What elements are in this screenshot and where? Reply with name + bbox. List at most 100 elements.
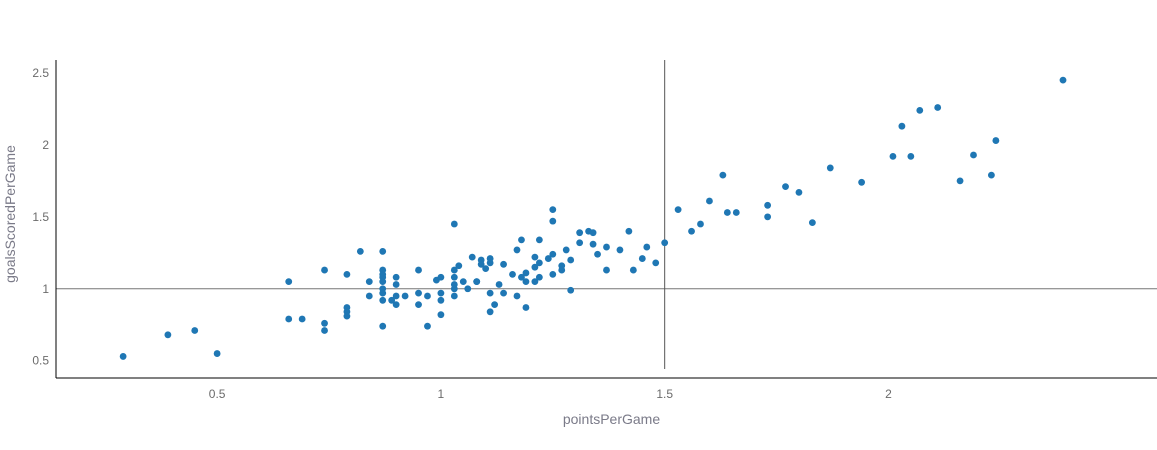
data-point bbox=[482, 265, 489, 272]
data-point bbox=[536, 274, 543, 281]
data-point bbox=[321, 327, 328, 334]
data-point bbox=[567, 287, 574, 294]
data-point bbox=[379, 278, 386, 285]
data-point bbox=[576, 239, 583, 246]
data-point bbox=[473, 278, 480, 285]
data-point bbox=[514, 293, 521, 300]
y-tick-label: 2 bbox=[42, 138, 49, 152]
data-point bbox=[491, 301, 498, 308]
x-tick-label: 1.5 bbox=[656, 387, 673, 401]
data-point bbox=[393, 293, 400, 300]
reference-lines bbox=[56, 60, 1157, 369]
data-point bbox=[719, 172, 726, 179]
data-point bbox=[366, 293, 373, 300]
data-point bbox=[661, 239, 668, 246]
data-point bbox=[558, 267, 565, 274]
data-point bbox=[438, 290, 445, 297]
data-point bbox=[796, 189, 803, 196]
data-point bbox=[523, 270, 530, 277]
data-point bbox=[907, 153, 914, 160]
data-point bbox=[764, 202, 771, 209]
data-point bbox=[424, 293, 431, 300]
data-point bbox=[992, 137, 999, 144]
data-point bbox=[487, 259, 494, 266]
data-point bbox=[285, 316, 292, 323]
data-point bbox=[379, 297, 386, 304]
data-point bbox=[549, 218, 556, 225]
data-point bbox=[549, 251, 556, 258]
data-point bbox=[487, 308, 494, 315]
data-point bbox=[549, 206, 556, 213]
data-point bbox=[451, 274, 458, 281]
data-point bbox=[724, 209, 731, 216]
data-point bbox=[455, 262, 462, 269]
data-point bbox=[415, 290, 422, 297]
data-point bbox=[366, 278, 373, 285]
data-point bbox=[1060, 77, 1067, 84]
data-point bbox=[630, 267, 637, 274]
data-point bbox=[827, 165, 834, 172]
data-point bbox=[285, 278, 292, 285]
data-point bbox=[379, 290, 386, 297]
data-point bbox=[191, 327, 198, 334]
data-point bbox=[567, 257, 574, 264]
data-point bbox=[518, 236, 525, 243]
data-point bbox=[509, 271, 516, 278]
x-axis-ticks: 0.5 1 1.5 2 bbox=[209, 387, 892, 401]
data-point bbox=[523, 304, 530, 311]
data-point bbox=[451, 285, 458, 292]
data-point bbox=[782, 183, 789, 190]
data-point bbox=[379, 248, 386, 255]
data-point bbox=[764, 213, 771, 220]
data-point bbox=[393, 281, 400, 288]
data-point bbox=[415, 301, 422, 308]
data-point bbox=[299, 316, 306, 323]
points-layer bbox=[120, 77, 1067, 360]
data-point bbox=[393, 274, 400, 281]
data-point bbox=[603, 267, 610, 274]
data-point bbox=[890, 153, 897, 160]
y-tick-label: 1.5 bbox=[32, 210, 49, 224]
data-point bbox=[688, 228, 695, 235]
data-point bbox=[988, 172, 995, 179]
data-point bbox=[531, 254, 538, 261]
y-axis-title: goalsScoredPerGame bbox=[2, 145, 18, 283]
data-point bbox=[594, 251, 601, 258]
data-point bbox=[809, 219, 816, 226]
data-point bbox=[464, 285, 471, 292]
data-point bbox=[639, 255, 646, 262]
data-point bbox=[424, 323, 431, 330]
data-point bbox=[523, 278, 530, 285]
data-point bbox=[402, 293, 409, 300]
data-point bbox=[603, 244, 610, 251]
data-point bbox=[438, 297, 445, 304]
data-point bbox=[321, 267, 328, 274]
data-point bbox=[438, 274, 445, 281]
data-point bbox=[451, 293, 458, 300]
data-point bbox=[344, 271, 351, 278]
x-tick-label: 0.5 bbox=[209, 387, 226, 401]
data-point bbox=[675, 206, 682, 213]
data-point bbox=[357, 248, 364, 255]
x-tick-label: 2 bbox=[885, 387, 892, 401]
data-point bbox=[496, 281, 503, 288]
data-point bbox=[451, 221, 458, 228]
y-tick-label: 0.5 bbox=[32, 354, 49, 368]
data-point bbox=[536, 259, 543, 266]
data-point bbox=[652, 259, 659, 266]
data-point bbox=[706, 198, 713, 205]
data-point bbox=[625, 228, 632, 235]
data-point bbox=[934, 104, 941, 111]
data-point bbox=[643, 244, 650, 251]
data-point bbox=[697, 221, 704, 228]
data-point bbox=[379, 323, 386, 330]
data-point bbox=[858, 179, 865, 186]
data-point bbox=[563, 247, 570, 254]
data-point bbox=[536, 236, 543, 243]
y-tick-label: 2.5 bbox=[32, 66, 49, 80]
axes-layer bbox=[56, 60, 1157, 378]
data-point bbox=[500, 261, 507, 268]
data-point bbox=[733, 209, 740, 216]
data-point bbox=[617, 247, 624, 254]
